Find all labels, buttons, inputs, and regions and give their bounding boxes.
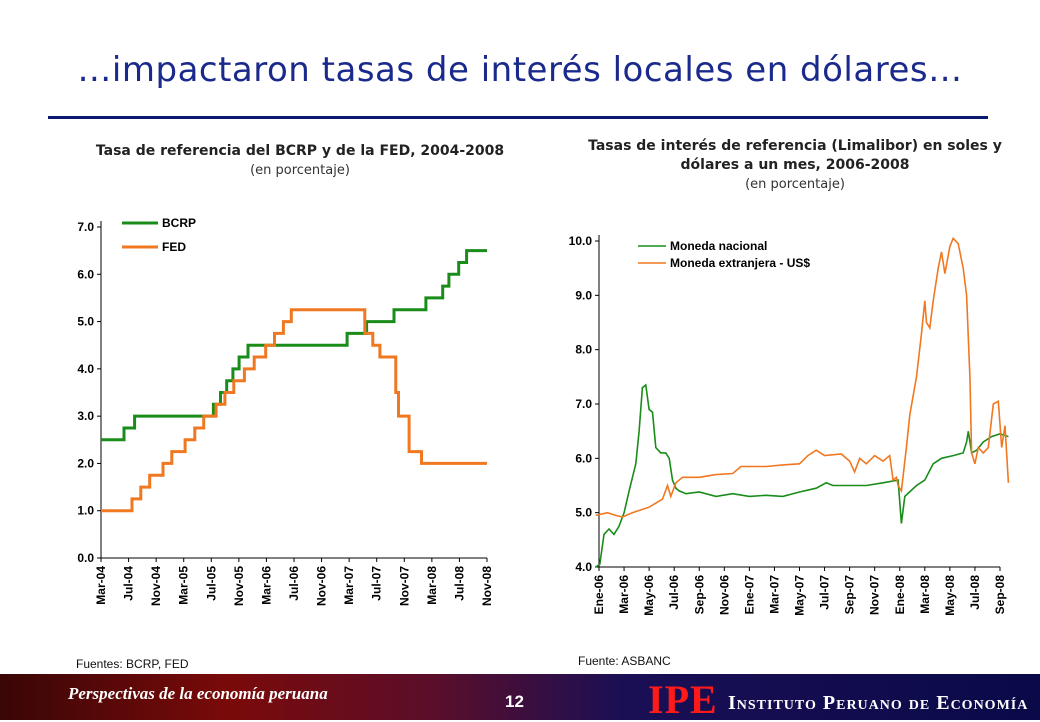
y-tick-label: 3.0 bbox=[77, 409, 94, 423]
footer-bar: Perspectivas de la economía peruana 12 I… bbox=[0, 674, 1040, 720]
x-tick-label: Nov-07 bbox=[868, 575, 882, 615]
x-tick-label: Jul-08 bbox=[968, 575, 982, 610]
x-tick-label: Nov-04 bbox=[149, 566, 163, 606]
x-tick-label: Jul-07 bbox=[818, 575, 832, 610]
y-tick-label: 7.0 bbox=[575, 397, 592, 411]
y-tick-label: 4.0 bbox=[575, 560, 592, 574]
title-divider bbox=[48, 116, 988, 119]
y-tick-label: 1.0 bbox=[77, 504, 94, 518]
y-tick-label: 6.0 bbox=[77, 267, 94, 281]
series-line-fed bbox=[101, 308, 487, 513]
x-tick-label: Mar-08 bbox=[425, 566, 439, 605]
slide-title: …impactaron tasas de interés locales en … bbox=[77, 50, 963, 90]
left-chart: 0.0 1.0 2.0 3.0 4.0 5.0 6.0 7.0 Mar-04 Jul-04 Nov-… bbox=[77, 216, 494, 606]
y-tick-label: 9.0 bbox=[575, 288, 592, 302]
legend-label: FED bbox=[162, 240, 186, 254]
institute-name: Instituto Peruano de Economía bbox=[728, 692, 1029, 714]
series-line-moneda-nacional bbox=[595, 383, 1009, 568]
x-tick-label: Sep-08 bbox=[993, 575, 1007, 615]
x-tick-label: Jul-06 bbox=[287, 566, 301, 601]
legend-label: BCRP bbox=[162, 216, 196, 230]
footer-text: Perspectivas de la economía peruana bbox=[68, 684, 328, 703]
right-chart-title: Tasas de interés de referencia (Limalibo… bbox=[588, 138, 1002, 173]
series-line-moneda-extranjera-us- bbox=[595, 236, 1010, 518]
y-tick-label: 4.0 bbox=[77, 362, 94, 376]
x-tick-label: Mar-06 bbox=[259, 566, 273, 605]
y-tick-label: 7.0 bbox=[77, 220, 94, 234]
x-tick-label: Mar-06 bbox=[617, 575, 631, 614]
left-chart-source: Fuentes: BCRP, FED bbox=[76, 657, 189, 671]
x-tick-label: Ene-07 bbox=[742, 575, 756, 615]
x-tick-label: Jul-07 bbox=[370, 566, 384, 601]
page-number: 12 bbox=[505, 692, 524, 711]
x-tick-label: May-08 bbox=[943, 575, 957, 616]
y-tick-label: 0.0 bbox=[77, 551, 94, 565]
x-tick-label: Sep-07 bbox=[843, 575, 857, 615]
right-chart-title-block: Tasas de interés de referencia (Limalibo… bbox=[558, 137, 1032, 194]
right-chart-source: Fuente: ASBANC bbox=[578, 654, 671, 668]
y-tick-label: 2.0 bbox=[77, 456, 94, 470]
y-tick-label: 10.0 bbox=[569, 234, 593, 248]
x-tick-label: Ene-06 bbox=[592, 575, 606, 615]
x-tick-label: Nov-06 bbox=[315, 566, 329, 606]
x-tick-label: Mar-08 bbox=[918, 575, 932, 614]
x-tick-label: Nov-05 bbox=[232, 566, 246, 606]
x-tick-label: Nov-06 bbox=[717, 575, 731, 615]
x-tick-label: Jul-08 bbox=[452, 566, 466, 601]
x-tick-label: Mar-07 bbox=[342, 566, 356, 605]
left-chart-title-block: Tasa de referencia del BCRP y de la FED,… bbox=[60, 142, 540, 180]
right-chart: 4.0 5.0 6.0 7.0 8.0 9.0 10.0 Ene-06 Mar-06 May-06… bbox=[569, 234, 1010, 616]
x-tick-label: Nov-07 bbox=[397, 566, 411, 606]
x-tick-label: Jul-04 bbox=[122, 566, 136, 601]
x-tick-label: Mar-04 bbox=[94, 566, 108, 605]
x-tick-label: May-07 bbox=[793, 575, 807, 616]
x-tick-label: Mar-07 bbox=[767, 575, 781, 614]
left-chart-title: Tasa de referencia del BCRP y de la FED,… bbox=[95, 143, 505, 159]
ipe-logo: IPE bbox=[648, 677, 718, 722]
x-tick-label: Jul-05 bbox=[204, 566, 218, 601]
x-tick-label: Mar-05 bbox=[177, 566, 191, 605]
x-tick-label: Nov-08 bbox=[480, 566, 494, 606]
legend-label: Moneda nacional bbox=[670, 239, 767, 253]
right-chart-subtitle: (en porcentaje) bbox=[745, 177, 845, 192]
y-tick-label: 5.0 bbox=[575, 506, 592, 520]
y-tick-label: 8.0 bbox=[575, 343, 592, 357]
series-line-bcrp bbox=[101, 249, 487, 442]
x-tick-label: Sep-06 bbox=[692, 575, 706, 615]
x-tick-label: May-06 bbox=[642, 575, 656, 616]
left-chart-subtitle: (en porcentaje) bbox=[250, 163, 350, 178]
y-tick-label: 5.0 bbox=[77, 315, 94, 329]
legend-label: Moneda extranjera - US$ bbox=[670, 256, 810, 270]
x-tick-label: Ene-08 bbox=[893, 575, 907, 615]
x-tick-label: Jul-06 bbox=[667, 575, 681, 610]
y-tick-label: 6.0 bbox=[575, 451, 592, 465]
